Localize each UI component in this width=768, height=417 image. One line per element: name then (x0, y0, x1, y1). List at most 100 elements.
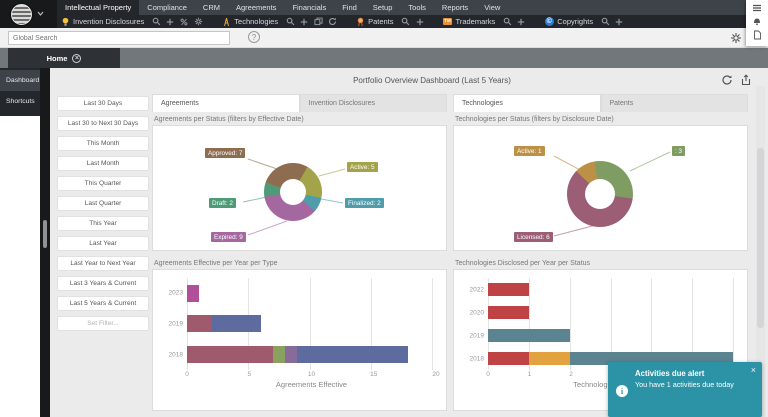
filter-button-set-filter[interactable]: Set Filter... (57, 316, 149, 331)
toolbar-label-copyrights[interactable]: Copyrights (557, 17, 594, 26)
chart-title: Agreements per Status (filters by Effect… (154, 116, 304, 123)
x-axis-label: Agreements Effective (275, 380, 348, 389)
filter-button-last-month[interactable]: Last Month (57, 156, 149, 171)
filter-button-this-month[interactable]: This Month (57, 136, 149, 151)
toolbar-group-technologies: Technologies (221, 17, 339, 27)
filter-button-last-quarter[interactable]: Last Quarter (57, 196, 149, 211)
bar-row-2023: 2023 (169, 284, 432, 302)
bar-row-2022: 2022 (470, 283, 733, 296)
search-icon[interactable] (285, 17, 295, 27)
help-icon[interactable]: ? (248, 31, 260, 43)
chevron-down-icon[interactable] (37, 11, 44, 18)
refresh-icon[interactable] (327, 17, 337, 27)
donut-ring (567, 161, 633, 227)
lightbulb-icon (60, 17, 70, 27)
menu-item-view[interactable]: View (484, 3, 501, 12)
sidebar-item-shortcuts[interactable]: Shortcuts (6, 98, 35, 105)
search-icon[interactable] (502, 17, 512, 27)
bar-row-2018: 2018 (169, 346, 432, 364)
vertical-scrollbar[interactable] (756, 86, 765, 417)
hamburger-menu-icon[interactable] (752, 4, 762, 14)
dashboard-area: Last 30 Days Last 30 to Next 30 Days This … (50, 68, 768, 417)
filter-button-last-3-years-current[interactable]: Last 3 Years & Current (57, 276, 149, 291)
tab-patents[interactable]: Patents (600, 94, 748, 112)
info-icon: i (616, 385, 628, 397)
document-icon[interactable] (753, 30, 762, 42)
add-icon[interactable] (165, 17, 175, 27)
sidebar-splitter[interactable] (40, 68, 50, 417)
add-icon[interactable] (614, 17, 624, 27)
panel-tabs: Technologies Patents (453, 94, 748, 112)
segment-label-active: Active: 1 (514, 146, 545, 156)
tab-technologies[interactable]: Technologies (453, 94, 601, 112)
add-icon[interactable] (415, 17, 425, 27)
toolbar-label-invention-disclosures[interactable]: Invention Disclosures (73, 17, 145, 26)
close-icon[interactable]: × (750, 365, 756, 375)
menu-bar: Intellectual Property Compliance CRM Agreem… (0, 0, 768, 15)
filter-button-last-30-to-next-30-days[interactable]: Last 30 to Next 30 Days (57, 116, 149, 131)
bar-stack (488, 283, 733, 296)
search-icon[interactable] (401, 17, 411, 27)
menu-item-agreements[interactable]: Agreements (236, 3, 277, 12)
search-icon[interactable] (600, 17, 610, 27)
grid-line (610, 278, 612, 370)
export-icon[interactable] (740, 74, 752, 86)
grid-line (692, 278, 694, 370)
splitter-handle-icon[interactable] (43, 220, 47, 248)
add-icon[interactable] (299, 17, 309, 27)
page-title: Portfolio Overview Dashboard (Last 5 Yea… (353, 76, 511, 85)
category-label: 2018 (168, 351, 183, 359)
menu-item-find[interactable]: Find (342, 3, 357, 12)
technologies-panel: Technologies Patents Technologies per Stat… (453, 94, 748, 411)
donut-chart-agreements-per-status-filters-by-effective-date: Active: 5 Finalized: 2 Expired: 9 Draft: 2 A… (152, 125, 447, 251)
gear-icon[interactable] (730, 32, 742, 44)
scrollbar-thumb[interactable] (757, 148, 764, 328)
toolbar-label-technologies[interactable]: Technologies (234, 17, 279, 26)
bell-icon[interactable] (752, 16, 762, 28)
x-axis-ticks: 0 5 10 15 20 (185, 370, 440, 380)
toolbar-label-trademarks[interactable]: Trademarks (455, 17, 496, 26)
home-tab-label: Home (46, 53, 68, 63)
menu-item-reports[interactable]: Reports (441, 3, 469, 12)
menu-item-tools[interactable]: Tools (408, 3, 426, 12)
tab-home[interactable]: Home × (8, 48, 120, 68)
menu-item-intellectual-property[interactable]: Intellectual Property (57, 0, 140, 15)
search-icon[interactable] (151, 17, 161, 27)
filter-button-this-quarter[interactable]: This Quarter (57, 176, 149, 191)
global-search-input[interactable] (8, 31, 230, 45)
filter-button-last-year-to-next-year[interactable]: Last Year to Next Year (57, 256, 149, 271)
refresh-icon[interactable] (721, 74, 733, 86)
toolbar-label-patents[interactable]: Patents (368, 17, 394, 26)
filter-button-last-5-years-current[interactable]: Last 5 Years & Current (57, 296, 149, 311)
tab-agreements[interactable]: Agreements (152, 94, 300, 112)
chart-title: Technologies Disclosed per Year per Stat… (455, 260, 591, 267)
menu-item-crm[interactable]: CRM (202, 3, 220, 12)
segment-label-licensed: Licensed: 6 (514, 232, 553, 242)
close-tab-icon[interactable]: × (72, 53, 82, 63)
menu-item-financials[interactable]: Financials (292, 3, 327, 12)
tab-invention-disclosures[interactable]: Invention Disclosures (299, 94, 447, 112)
toolbar-group-trademarks: TM Trademarks (442, 17, 529, 27)
grid-line (488, 278, 489, 370)
filter-button-last-30-days[interactable]: Last 30 Days (57, 96, 149, 111)
sidebar-item-dashboard[interactable]: Dashboard (0, 70, 40, 91)
bar-segment (187, 284, 200, 302)
menu-item-compliance[interactable]: Compliance (147, 3, 187, 12)
bar-stack (187, 284, 432, 302)
bar-segment (272, 346, 285, 364)
menu-item-setup[interactable]: Setup (372, 3, 393, 12)
toolbar-group-invention-disclosures: Invention Disclosures (60, 17, 205, 27)
segment-label-item: : 3 (672, 146, 686, 156)
windows-icon[interactable] (313, 17, 323, 27)
grid-line (309, 278, 311, 370)
add-icon[interactable] (516, 17, 526, 27)
filter-button-this-year[interactable]: This Year (57, 216, 149, 231)
filter-button-last-year[interactable]: Last Year (57, 236, 149, 251)
bar-row-2018: 2018 (470, 352, 733, 365)
tick-label: 0 (486, 371, 490, 378)
tick-label: 0 (185, 371, 189, 378)
percent-icon[interactable] (179, 17, 189, 27)
tick-label: 20 (432, 371, 440, 378)
bar-segment (187, 346, 273, 364)
settings-icon[interactable] (193, 17, 203, 27)
